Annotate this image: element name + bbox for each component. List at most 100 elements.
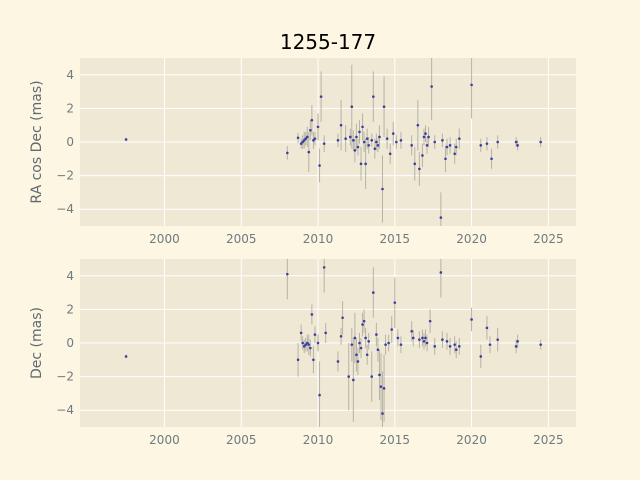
dec-data-point: [316, 341, 320, 345]
dec-x-tick-label: 2015: [380, 433, 411, 447]
dec-data-point: [375, 333, 378, 336]
ra-data-point: [413, 162, 417, 166]
ra-data-point: [344, 137, 347, 140]
dec-x-ticks: 2000 2005 2010 2015 2020 2025: [149, 433, 563, 447]
ra-data-point: [348, 135, 352, 139]
ra-data-point: [391, 132, 395, 135]
dec-data-point: [336, 360, 340, 363]
dec-data-point: [424, 336, 427, 340]
ra-data-point: [352, 139, 355, 142]
ra-data-point: [355, 135, 358, 139]
dec-data-point: [422, 340, 426, 343]
ra-data-point: [350, 105, 354, 109]
ra-data-point: [388, 152, 392, 156]
dec-data-point: [376, 348, 380, 352]
ra-data-point: [378, 135, 381, 139]
dec-data-point: [379, 385, 383, 388]
ra-data-point: [448, 144, 452, 147]
dec-data-point: [310, 313, 314, 316]
dec-data-point: [448, 345, 452, 348]
ra-data-point: [470, 83, 473, 87]
ra-x-tick-label: 2015: [380, 232, 411, 246]
ra-panel: 2000 2005 2010 2015 2020 2025 −4 −2 0 2 4 RA cos …: [29, 58, 576, 246]
dec-data-point: [341, 316, 344, 320]
dec-data-point: [302, 345, 306, 348]
dec-data-point: [309, 346, 312, 350]
dec-data-point: [453, 343, 456, 346]
ra-data-point: [433, 140, 437, 144]
ra-data-point: [367, 144, 370, 147]
ra-data-point: [382, 105, 386, 109]
chart-title: 1255-177: [280, 30, 376, 54]
dec-data-point: [496, 338, 499, 341]
ra-data-point: [421, 154, 424, 157]
dec-data-point: [359, 346, 363, 350]
dec-x-tick-label: 2020: [456, 433, 487, 447]
ra-data-point: [358, 130, 361, 134]
ra-data-point: [362, 140, 366, 144]
ra-data-point: [410, 144, 413, 147]
dec-data-point: [339, 334, 343, 338]
dec-x-tick-label: 2010: [303, 433, 334, 447]
dec-data-point: [347, 375, 351, 378]
ra-data-point: [356, 145, 360, 149]
ra-data-point: [444, 157, 447, 161]
dec-data-point: [286, 272, 289, 276]
dec-data-point: [488, 343, 492, 346]
ra-data-point: [425, 144, 429, 147]
dec-data-point: [441, 338, 444, 341]
dec-data-point: [439, 271, 443, 274]
dec-data-point: [364, 336, 367, 340]
ra-y-tick-label: 4: [66, 68, 74, 82]
ra-data-point: [309, 128, 312, 132]
dec-data-point: [539, 343, 542, 346]
ra-data-point: [416, 123, 420, 127]
ra-data-point: [516, 144, 519, 147]
ra-data-point: [479, 144, 483, 147]
ra-data-point: [539, 140, 542, 144]
dec-data-point: [485, 326, 489, 330]
ra-data-point: [336, 139, 340, 142]
dec-data-point: [318, 393, 321, 397]
dec-data-point: [514, 345, 518, 348]
dec-x-tick-label: 2025: [533, 433, 564, 447]
dec-data-point: [457, 345, 461, 348]
dec-data-point: [382, 387, 386, 390]
ra-x-tick-label: 2025: [533, 232, 564, 246]
ra-data-point: [322, 142, 326, 145]
dec-data-point: [362, 319, 366, 323]
dec-y-tick-label: 2: [66, 302, 74, 316]
dec-data-point: [301, 341, 304, 345]
dec-data-point: [296, 358, 300, 362]
ra-data-point: [422, 135, 426, 139]
ra-data-point: [365, 137, 369, 140]
dec-data-point: [356, 360, 360, 363]
ra-data-point: [312, 139, 315, 142]
dec-data-point: [425, 341, 429, 345]
dec-data-point: [305, 341, 309, 345]
dec-data-point: [365, 353, 369, 357]
ra-data-point: [485, 142, 489, 145]
dec-data-point: [312, 358, 315, 362]
dec-data-point: [372, 291, 375, 294]
ra-data-point: [430, 85, 433, 88]
dec-y-tick-label: −4: [56, 403, 74, 417]
dec-data-point: [390, 328, 394, 331]
ra-data-point: [319, 95, 323, 98]
dec-data-point: [355, 353, 358, 357]
dec-panel: 2000 2005 2010 2015 2020 2025 −4 −2 0 2 4 Dec (ma…: [29, 259, 576, 447]
ra-data-point: [359, 162, 363, 166]
ra-data-point: [490, 157, 493, 161]
ra-data-point: [364, 162, 367, 166]
ra-data-point: [318, 164, 321, 167]
ra-y-tick-label: 2: [66, 101, 74, 115]
ra-x-tick-label: 2020: [456, 232, 487, 246]
ra-x-tick-label: 2005: [226, 232, 257, 246]
dec-data-point: [353, 336, 357, 340]
dec-data-point: [445, 340, 449, 343]
ra-data-point: [439, 216, 443, 219]
ra-data-point: [304, 137, 308, 140]
dec-data-point: [384, 343, 387, 346]
dec-data-point: [322, 266, 326, 269]
